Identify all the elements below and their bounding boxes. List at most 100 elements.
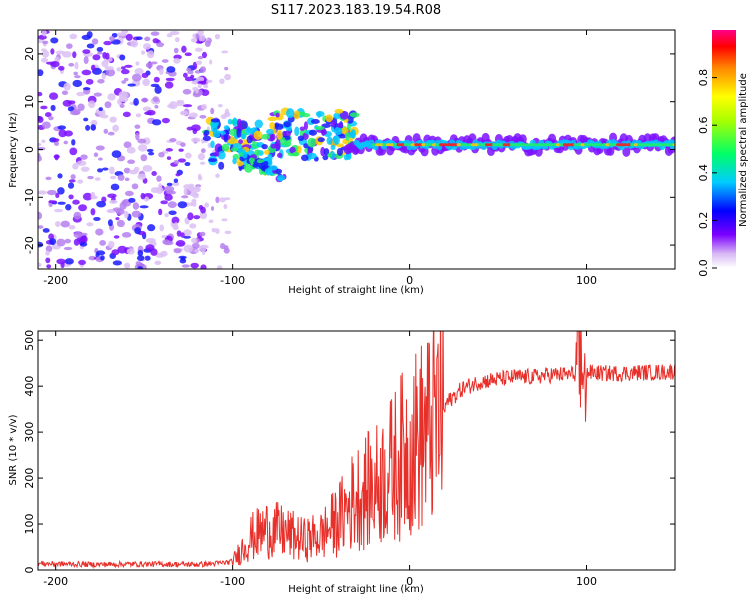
heatmap-cell bbox=[375, 143, 381, 147]
heatmap-cell bbox=[130, 39, 139, 48]
heatmap-cell bbox=[665, 143, 671, 147]
heatmap-cell bbox=[53, 208, 64, 213]
heatmap-cell bbox=[109, 199, 118, 204]
heatmap-cell bbox=[150, 83, 160, 88]
heatmap-cell bbox=[612, 143, 618, 147]
chart-title: S117.2023.183.19.54.R08 bbox=[271, 3, 441, 18]
heatmap-cell bbox=[86, 222, 94, 227]
heatmap-cell bbox=[217, 150, 226, 160]
heatmap-cell bbox=[275, 112, 280, 118]
snr-x-tick-label: 0 bbox=[406, 575, 413, 588]
heatmap-cell bbox=[63, 140, 68, 145]
heatmap-cell bbox=[95, 228, 104, 236]
spectrogram-x-tick-label: 0 bbox=[406, 274, 413, 287]
heatmap-cell bbox=[527, 143, 533, 147]
heatmap-cell bbox=[182, 88, 192, 95]
heatmap-cell bbox=[168, 210, 177, 216]
heatmap-cell bbox=[46, 189, 57, 196]
heatmap-cell bbox=[626, 143, 632, 147]
heatmap-cell bbox=[109, 166, 115, 175]
heatmap-cell bbox=[216, 265, 223, 269]
heatmap-cell bbox=[520, 143, 526, 147]
heatmap-cell bbox=[474, 143, 480, 147]
heatmap-cell bbox=[42, 40, 49, 45]
heatmap-cell bbox=[202, 135, 211, 142]
heatmap-cell bbox=[217, 104, 223, 108]
heatmap-cell bbox=[481, 143, 487, 147]
snr-y-tick-label: 0 bbox=[23, 567, 36, 574]
heatmap-cell bbox=[327, 152, 333, 158]
heatmap-cell bbox=[223, 197, 231, 201]
heatmap-cell bbox=[317, 137, 325, 143]
heatmap-cell bbox=[57, 187, 65, 195]
heatmap-cell bbox=[424, 143, 430, 147]
heatmap-cell bbox=[184, 76, 194, 82]
heatmap-cell bbox=[240, 133, 246, 140]
heatmap-cell bbox=[104, 66, 115, 71]
heatmap-cell bbox=[94, 177, 101, 181]
heatmap-cell bbox=[569, 143, 575, 147]
heatmap-cell bbox=[101, 72, 107, 80]
heatmap-cell bbox=[137, 266, 143, 269]
heatmap-cell bbox=[619, 143, 625, 147]
spectrogram-y-ticks: -20 -10 0 10 20 bbox=[23, 47, 675, 254]
heatmap-cell bbox=[58, 129, 67, 138]
heatmap-cell bbox=[57, 201, 66, 205]
heatmap-cell bbox=[177, 158, 186, 163]
heatmap-cell bbox=[183, 229, 192, 237]
heatmap-cell bbox=[385, 143, 391, 147]
heatmap-cell bbox=[97, 51, 103, 55]
heatmap-cell bbox=[236, 128, 242, 138]
heatmap-cell bbox=[150, 31, 160, 36]
heatmap-cell bbox=[182, 72, 188, 78]
heatmap-cell bbox=[142, 43, 151, 50]
heatmap-cell bbox=[46, 264, 52, 269]
heatmap-cell bbox=[69, 33, 78, 40]
heatmap-cell bbox=[223, 134, 228, 143]
heatmap-cell bbox=[112, 124, 119, 132]
heatmap-cell bbox=[307, 152, 317, 160]
heatmap-cell bbox=[584, 143, 590, 147]
heatmap-cell bbox=[119, 54, 126, 61]
heatmap-cell bbox=[449, 143, 455, 147]
heatmap-cell bbox=[50, 48, 55, 55]
heatmap-cell bbox=[495, 143, 501, 147]
heatmap-cell bbox=[555, 143, 561, 147]
heatmap-cell bbox=[50, 104, 56, 112]
heatmap-cell bbox=[202, 250, 206, 256]
heatmap-cell bbox=[88, 100, 96, 109]
heatmap-cell bbox=[166, 66, 176, 73]
heatmap-cell bbox=[44, 112, 52, 118]
heatmap-cell bbox=[210, 206, 214, 211]
heatmap-cell bbox=[333, 126, 343, 136]
heatmap-cell bbox=[175, 239, 186, 247]
heatmap-cell bbox=[117, 98, 122, 106]
heatmap-cell bbox=[183, 244, 194, 253]
heatmap-cell bbox=[211, 228, 217, 233]
heatmap-cell bbox=[232, 157, 237, 165]
heatmap-cell bbox=[640, 143, 646, 147]
heatmap-cell bbox=[180, 257, 186, 261]
heatmap-cell bbox=[173, 47, 179, 54]
heatmap-cell bbox=[143, 196, 150, 202]
heatmap-cell bbox=[513, 143, 519, 147]
heatmap-cell bbox=[198, 204, 204, 210]
heatmap-cell bbox=[127, 83, 136, 87]
heatmap-cell bbox=[144, 255, 151, 261]
heatmap-cell bbox=[41, 30, 47, 37]
heatmap-cell bbox=[137, 173, 147, 180]
heatmap-cell bbox=[109, 175, 117, 180]
heatmap-cell bbox=[330, 120, 336, 128]
heatmap-cell bbox=[201, 104, 208, 110]
snr-y-tick-label: 200 bbox=[23, 468, 36, 489]
heatmap-cell bbox=[232, 117, 238, 127]
heatmap-cell bbox=[333, 134, 340, 145]
heatmap-cell bbox=[76, 91, 86, 97]
heatmap-cell bbox=[107, 219, 113, 227]
heatmap-cell bbox=[580, 143, 586, 147]
snr-plot-frame bbox=[37, 330, 676, 571]
heatmap-cell bbox=[267, 153, 273, 163]
heatmap-cell bbox=[68, 62, 75, 67]
heatmap-cell bbox=[326, 136, 333, 145]
heatmap-cell bbox=[79, 241, 88, 247]
